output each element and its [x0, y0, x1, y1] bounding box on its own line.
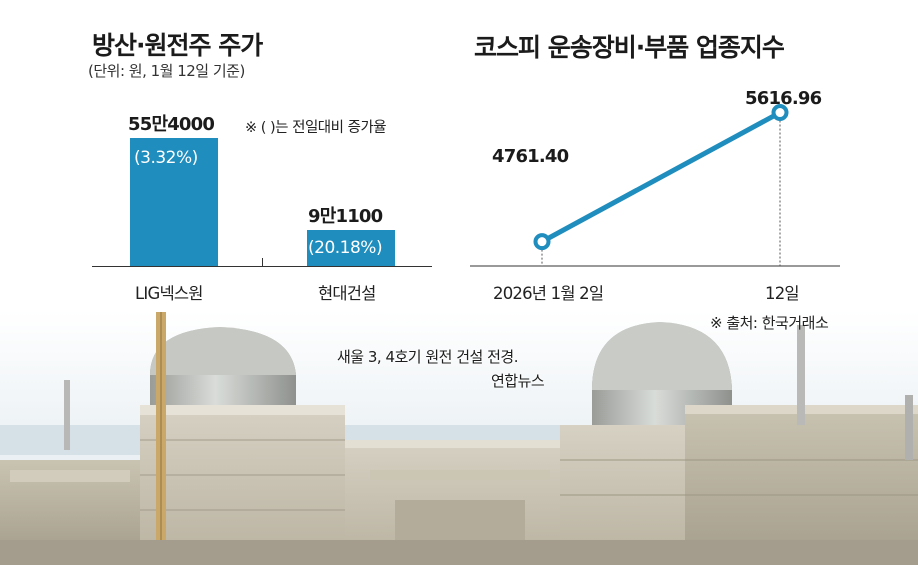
photo-caption-line1: 새울 3, 4호기 원전 건설 전경.: [337, 348, 518, 366]
left-chart-legend-note: ※ ( )는 전일대비 증가율: [245, 120, 387, 136]
line-x-label-jan12: 12일: [765, 284, 800, 303]
right-chart-title: 코스피 운송장비·부품 업종지수: [474, 33, 785, 62]
line-point-1: [771, 104, 789, 122]
left-chart-baseline: [92, 266, 432, 267]
category-label-lig-nex1: LIG넥스원: [135, 284, 203, 303]
line-value-label-jan12: 5616.96: [745, 88, 822, 109]
bar-value-label-lig-nex1: 55만4000: [128, 114, 215, 135]
left-chart-title: 방산·원전주 주가: [92, 31, 263, 60]
index-series-line: [540, 110, 782, 244]
bar-hyundai-ec: [307, 230, 395, 266]
index-line-chart: [470, 104, 840, 267]
left-chart-unit-note: (단위: 원, 1월 12일 기준): [88, 62, 245, 80]
line-value-label-jan2: 4761.40: [492, 146, 569, 167]
left-chart-baseline-tick: [262, 258, 263, 266]
line-x-label-jan2: 2026년 1월 2일: [493, 284, 604, 303]
right-chart-source-note: ※ 출처: 한국거래소: [710, 314, 829, 332]
bar-lig-nex1: [130, 138, 218, 266]
photo-caption-credit: 연합뉴스: [491, 372, 545, 390]
bar-value-label-hyundai-ec: 9만1100: [308, 206, 383, 227]
bar-change-label-hyundai-ec: (20.18%): [308, 238, 383, 258]
bar-change-label-lig-nex1: (3.32%): [134, 148, 198, 168]
line-point-0: [533, 233, 551, 251]
category-label-hyundai-ec: 현대건설: [318, 284, 376, 303]
